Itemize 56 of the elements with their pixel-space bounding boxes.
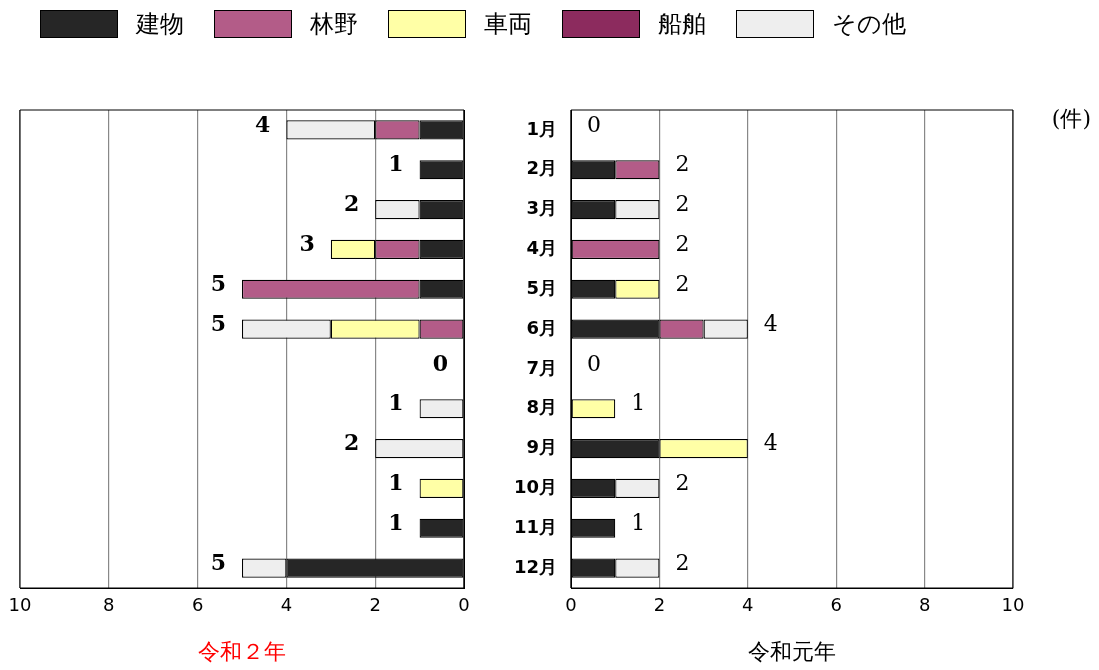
x-tick-label: 6 (830, 594, 842, 616)
x-tick-label: 2 (653, 594, 666, 616)
y-tick-label: 7月 (526, 356, 558, 378)
total-label: 2 (675, 270, 690, 296)
total-label: 2 (675, 470, 690, 496)
x-tick-label: 4 (742, 594, 754, 616)
total-label: 1 (631, 390, 646, 416)
x-tick-label: 2 (369, 594, 381, 616)
y-tick-label: 1月 (526, 117, 558, 139)
legend-label: 建物 (136, 9, 184, 40)
total-label: 2 (343, 429, 360, 456)
total-label: 1 (388, 150, 404, 177)
total-label: 0 (587, 350, 602, 376)
x-tick-label: 6 (191, 594, 204, 616)
y-tick-label: 3月 (526, 197, 558, 219)
total-label: 2 (675, 151, 690, 177)
y-tick-label: 12月 (513, 555, 558, 577)
x-tick-label: 0 (458, 594, 470, 616)
x-tick-label: 10 (1001, 594, 1025, 616)
y-tick-label: 9月 (526, 436, 558, 458)
legend-label: 船舶 (658, 9, 706, 40)
total-label: 3 (299, 230, 315, 257)
total-label: 4 (255, 110, 271, 137)
legend-label: その他 (832, 9, 906, 40)
total-label: 2 (343, 190, 360, 217)
y-tick-label: 11月 (513, 515, 558, 537)
total-label: 5 (210, 309, 226, 336)
total-label: 5 (210, 548, 226, 575)
x-tick-label: 8 (103, 594, 115, 616)
total-label: 4 (763, 430, 778, 456)
total-label: 4 (763, 310, 778, 336)
x-tick-label: 10 (8, 594, 32, 616)
legend-label: 林野 (310, 9, 358, 40)
total-label: 1 (631, 509, 646, 535)
y-tick-label: 5月 (526, 276, 558, 298)
total-label: 5 (210, 269, 226, 296)
y-tick-label: 10月 (513, 476, 558, 498)
y-tick-label: 6月 (526, 316, 558, 338)
total-label: 2 (675, 231, 690, 257)
x-axis-title: 令和２年 (198, 638, 286, 664)
x-axis-title: 令和元年 (748, 638, 837, 664)
text: (件) (1051, 105, 1091, 133)
total-label: 0 (587, 111, 602, 137)
total-label: 1 (388, 469, 404, 496)
x-tick-label: 4 (280, 594, 293, 616)
total-label: 2 (675, 191, 690, 217)
y-tick-label: 4月 (526, 237, 558, 259)
y-tick-label: 8月 (526, 396, 558, 418)
x-tick-label: 0 (565, 594, 577, 616)
y-tick-label: 2月 (526, 157, 558, 179)
x-tick-label: 8 (918, 594, 931, 616)
total-label: 1 (388, 508, 404, 535)
total-label: 2 (675, 549, 690, 575)
legend-label: 車両 (484, 9, 532, 40)
total-label: 0 (432, 349, 448, 376)
total-label: 1 (388, 389, 404, 416)
